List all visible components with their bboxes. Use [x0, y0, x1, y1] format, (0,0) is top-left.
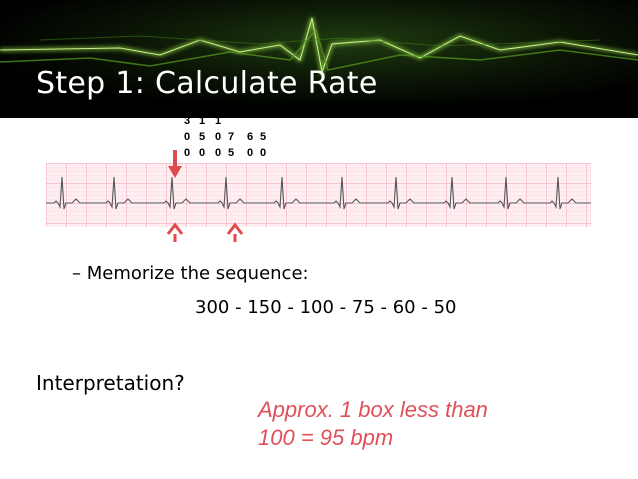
title-banner: Step 1: Calculate Rate [0, 0, 638, 118]
rate-sequence: 300 - 150 - 100 - 75 - 60 - 50 [195, 297, 457, 318]
ecg-trace [46, 176, 591, 210]
interpretation-answer: Approx. 1 box less than 100 = 95 bpm [258, 396, 488, 452]
bullet-memorize: – Memorize the sequence: [72, 263, 309, 284]
ecg-glow-decoration [0, 0, 638, 118]
caret-up-icon-first [166, 222, 184, 242]
answer-line-1: Approx. 1 box less than [258, 397, 488, 422]
interpretation-question: Interpretation? [36, 371, 185, 395]
caret-up-icon-second [226, 222, 244, 242]
answer-line-2: 100 = 95 bpm [258, 425, 394, 450]
slide-title: Step 1: Calculate Rate [36, 66, 378, 101]
ecg-strip [46, 163, 591, 227]
down-arrow-icon [168, 150, 182, 178]
